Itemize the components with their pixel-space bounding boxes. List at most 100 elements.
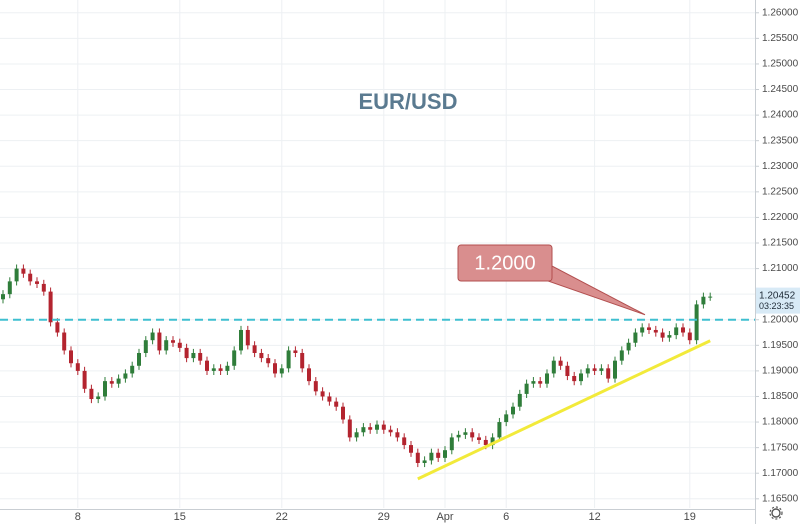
candle-body — [436, 452, 441, 458]
candle-body — [443, 450, 447, 458]
candle-body — [497, 422, 502, 438]
candle-body — [334, 401, 339, 407]
y-tick-label: 1.26000 — [762, 7, 799, 18]
candle-body — [273, 363, 277, 374]
callout-label: 1.2000 — [474, 252, 535, 274]
candle-body — [415, 452, 420, 463]
candle-body — [300, 352, 305, 369]
candle-body — [89, 388, 94, 400]
candle-body — [694, 304, 699, 341]
candle-body — [218, 368, 223, 371]
candle-body — [82, 370, 87, 389]
candle-body — [613, 360, 617, 379]
candle-body — [531, 381, 536, 384]
candle-body — [69, 350, 73, 364]
trendline — [417, 339, 711, 481]
candle-body — [402, 437, 407, 446]
y-tick-label: 1.17500 — [762, 442, 799, 453]
candle-body — [96, 396, 101, 400]
callout-box — [457, 244, 553, 282]
candle-body — [647, 327, 651, 330]
candle-body — [660, 332, 665, 338]
candle-body — [239, 329, 243, 351]
candle-body — [701, 296, 706, 305]
candle-body — [320, 391, 325, 397]
candle-body — [449, 437, 454, 451]
y-tick-label: 1.16500 — [762, 493, 799, 504]
candle-body — [388, 429, 393, 433]
y-tick-label: 1.25500 — [762, 33, 799, 44]
candle-body — [517, 393, 522, 407]
last-price-label: 1.20452 — [759, 290, 796, 301]
candle-body — [456, 434, 461, 438]
candle-body — [477, 437, 481, 440]
candle-body — [279, 368, 284, 374]
y-tick-label: 1.20000 — [762, 314, 799, 325]
candle-body — [177, 342, 182, 348]
candle-body — [48, 291, 53, 323]
candle-body — [28, 273, 33, 282]
candle-body — [599, 368, 604, 371]
candle-body — [232, 350, 237, 366]
y-tick-label: 1.22500 — [762, 186, 799, 197]
candle-body — [633, 332, 638, 343]
candle-body — [511, 406, 515, 415]
candle-body — [538, 381, 543, 384]
y-tick-label: 1.19500 — [762, 340, 799, 351]
candle-body — [619, 350, 624, 361]
y-tick-label: 1.24500 — [762, 84, 799, 95]
candle-body — [347, 419, 352, 438]
candle-body — [171, 340, 175, 343]
candle-body — [137, 352, 141, 366]
candle-body — [592, 368, 597, 371]
candle-body — [157, 332, 162, 351]
candle-body — [504, 414, 509, 423]
candle-body — [579, 373, 583, 382]
y-tick-label: 1.21500 — [762, 238, 799, 249]
candle-body — [626, 342, 631, 351]
candle-body — [483, 439, 488, 446]
y-tick-label: 1.18000 — [762, 417, 799, 428]
candle-body — [572, 376, 577, 382]
candle-body — [55, 322, 60, 333]
candle-body — [184, 347, 189, 359]
candle-body — [41, 283, 46, 292]
candle-body — [470, 432, 475, 438]
x-tick-label: 22 — [276, 511, 288, 523]
settings-icon[interactable] — [769, 506, 783, 520]
candle-body — [545, 373, 549, 384]
y-tick-label: 1.22000 — [762, 212, 799, 223]
candle-body — [266, 358, 271, 364]
candle-body — [687, 332, 692, 341]
candle-body — [565, 365, 570, 377]
candle-body — [245, 329, 250, 346]
candle-body — [21, 268, 26, 274]
candle-body — [368, 427, 373, 430]
candle-body — [667, 335, 672, 338]
candle-body — [653, 329, 658, 333]
x-tick-label: 8 — [75, 511, 81, 523]
candle-body — [35, 281, 39, 284]
candle-body — [490, 437, 495, 446]
gear[interactable] — [771, 508, 781, 518]
gear-teeth[interactable] — [769, 506, 783, 520]
candle-body — [75, 363, 80, 371]
callout-join — [541, 267, 551, 280]
candle-body — [103, 381, 107, 397]
y-tick-label: 1.25000 — [762, 59, 799, 70]
last-price-box — [756, 287, 800, 314]
x-tick-label: 29 — [378, 511, 390, 523]
candle-body — [205, 360, 209, 371]
candle-body — [674, 327, 679, 336]
candle-body — [7, 281, 12, 295]
y-tick-label: 1.23500 — [762, 135, 799, 146]
y-tick-label: 1.19000 — [762, 366, 799, 377]
candle-body — [375, 424, 379, 430]
candle-body — [585, 368, 590, 374]
candle-body — [381, 424, 386, 430]
candle-body — [211, 368, 216, 371]
candle-body — [708, 296, 713, 298]
candle-body — [14, 268, 19, 282]
